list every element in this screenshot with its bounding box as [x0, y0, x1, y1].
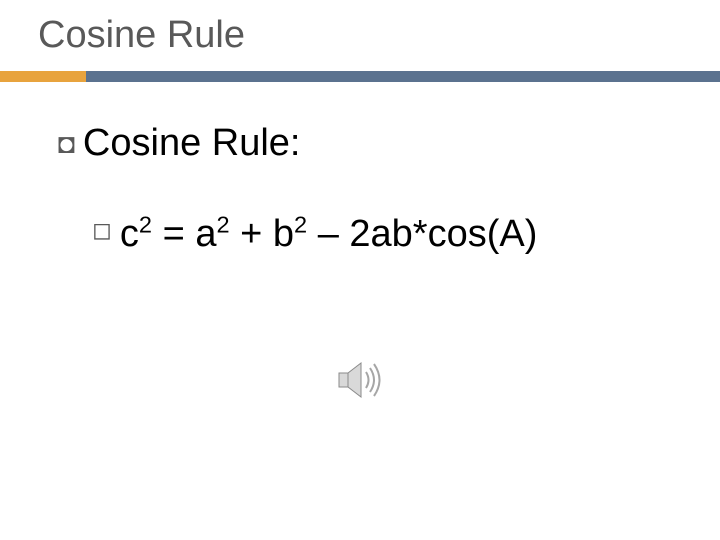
f-b-exp: 2 [294, 211, 307, 237]
slide-title: Cosine Rule [38, 14, 720, 57]
bullet-text-l1: Cosine Rule: [83, 122, 301, 165]
f-plus: + [230, 213, 273, 255]
bullet-glyph-l1: ◘ [58, 130, 75, 158]
f-a-exp: 2 [216, 211, 229, 237]
bullet-glyph-l2: ◻ [92, 219, 112, 243]
accent-rule-left [0, 71, 86, 82]
bullet-level1: ◘ Cosine Rule: [58, 122, 720, 165]
accent-rule [0, 71, 720, 82]
accent-rule-right [86, 71, 720, 82]
slide: Cosine Rule ◘ Cosine Rule: ◻ c2 = a2 + b… [0, 0, 720, 540]
f-b: b [273, 213, 294, 255]
f-tail: – 2ab*cos(A) [307, 213, 537, 255]
f-c: c [120, 213, 139, 255]
formula-text: c2 = a2 + b2 – 2ab*cos(A) [120, 213, 537, 256]
body-region: ◘ Cosine Rule: ◻ c2 = a2 + b2 – 2ab*cos(… [0, 82, 720, 256]
f-a: a [195, 213, 216, 255]
f-c-exp: 2 [139, 211, 152, 237]
bullet-level2: ◻ c2 = a2 + b2 – 2ab*cos(A) [92, 213, 720, 256]
title-region: Cosine Rule [0, 0, 720, 61]
f-eq: = [152, 213, 195, 255]
speaker-icon[interactable] [337, 360, 383, 400]
